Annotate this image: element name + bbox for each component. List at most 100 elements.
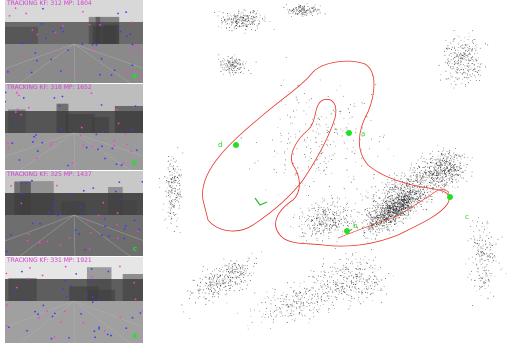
map-point — [211, 291, 212, 292]
map-point — [233, 74, 234, 76]
map-point — [454, 170, 456, 172]
map-point — [214, 291, 216, 293]
map-point — [456, 55, 458, 57]
map-point — [409, 188, 411, 190]
map-point — [227, 65, 229, 67]
map-point — [304, 287, 306, 289]
map-point — [231, 19, 232, 21]
map-point — [460, 58, 462, 60]
map-point — [393, 199, 394, 201]
map-point — [393, 206, 394, 207]
map-point — [447, 47, 449, 49]
map-point — [402, 218, 404, 220]
map-point — [390, 226, 392, 228]
map-point — [302, 16, 304, 17]
map-point — [394, 224, 396, 225]
map-point — [347, 225, 348, 226]
map-point — [202, 279, 203, 280]
map-point — [371, 238, 372, 240]
map-point — [233, 17, 234, 19]
map-point — [239, 287, 241, 289]
map-point — [248, 24, 249, 25]
map-point — [251, 29, 252, 31]
map-point — [362, 230, 364, 232]
map-point — [224, 18, 226, 20]
feature-point — [79, 206, 82, 209]
map-point — [286, 296, 287, 298]
map-point — [394, 196, 395, 198]
map-point — [171, 179, 173, 180]
map-point — [168, 195, 169, 196]
feature-point — [51, 315, 54, 318]
map-point — [405, 195, 407, 196]
map-point — [403, 202, 405, 204]
map-point — [379, 209, 381, 211]
map-point — [463, 72, 465, 74]
map-point — [223, 58, 224, 59]
map-point — [235, 266, 237, 268]
map-point — [437, 177, 438, 179]
map-point — [408, 193, 410, 194]
map-point — [476, 47, 478, 49]
map-point — [304, 11, 305, 13]
map-point — [255, 19, 256, 21]
map-point — [399, 193, 401, 195]
map-point — [469, 60, 470, 62]
map-point — [453, 166, 454, 168]
map-point — [430, 196, 431, 197]
map-point — [394, 202, 395, 204]
map-point — [236, 63, 238, 65]
map-point — [479, 261, 481, 263]
feature-point — [50, 141, 53, 144]
map-point — [228, 18, 229, 20]
map-point — [247, 15, 249, 17]
map-point — [331, 225, 333, 227]
map-point — [484, 285, 485, 287]
map-point — [313, 11, 315, 12]
map-point — [220, 66, 222, 68]
map-point — [334, 223, 336, 225]
map-point — [446, 78, 448, 80]
map-point — [410, 198, 411, 200]
map-point — [421, 178, 422, 180]
map-point — [409, 210, 410, 211]
map-point — [481, 255, 483, 257]
map-point — [453, 152, 455, 153]
map-point — [304, 8, 305, 10]
map-point — [438, 186, 439, 188]
map-point — [217, 286, 218, 288]
map-point — [433, 180, 435, 181]
map-point — [243, 12, 244, 14]
frame-label: a — [132, 72, 137, 80]
map-point — [382, 205, 383, 207]
map-point — [312, 219, 314, 221]
map-point — [305, 156, 306, 158]
map-point — [175, 189, 176, 191]
map-point — [456, 67, 458, 68]
map-point — [297, 295, 299, 297]
map-point — [315, 290, 316, 292]
map-point — [329, 212, 330, 213]
map-point — [402, 193, 404, 194]
map-point — [310, 270, 312, 272]
map-point — [387, 226, 389, 228]
map-point — [243, 274, 245, 276]
map-point — [467, 65, 469, 67]
map-point — [460, 53, 462, 55]
map-point — [317, 211, 319, 212]
map-point — [374, 282, 375, 284]
map-point — [421, 170, 423, 171]
map-point — [234, 72, 236, 73]
map-point — [238, 58, 239, 60]
map-point — [324, 213, 326, 215]
map-point — [294, 116, 296, 118]
map-point — [346, 290, 348, 292]
map-point — [400, 191, 402, 193]
map-point — [402, 206, 404, 208]
map-point — [452, 164, 453, 165]
feature-point — [117, 237, 120, 240]
map-point — [448, 171, 450, 173]
map-point — [397, 201, 398, 203]
map-point — [446, 161, 448, 162]
map-point — [414, 167, 415, 169]
